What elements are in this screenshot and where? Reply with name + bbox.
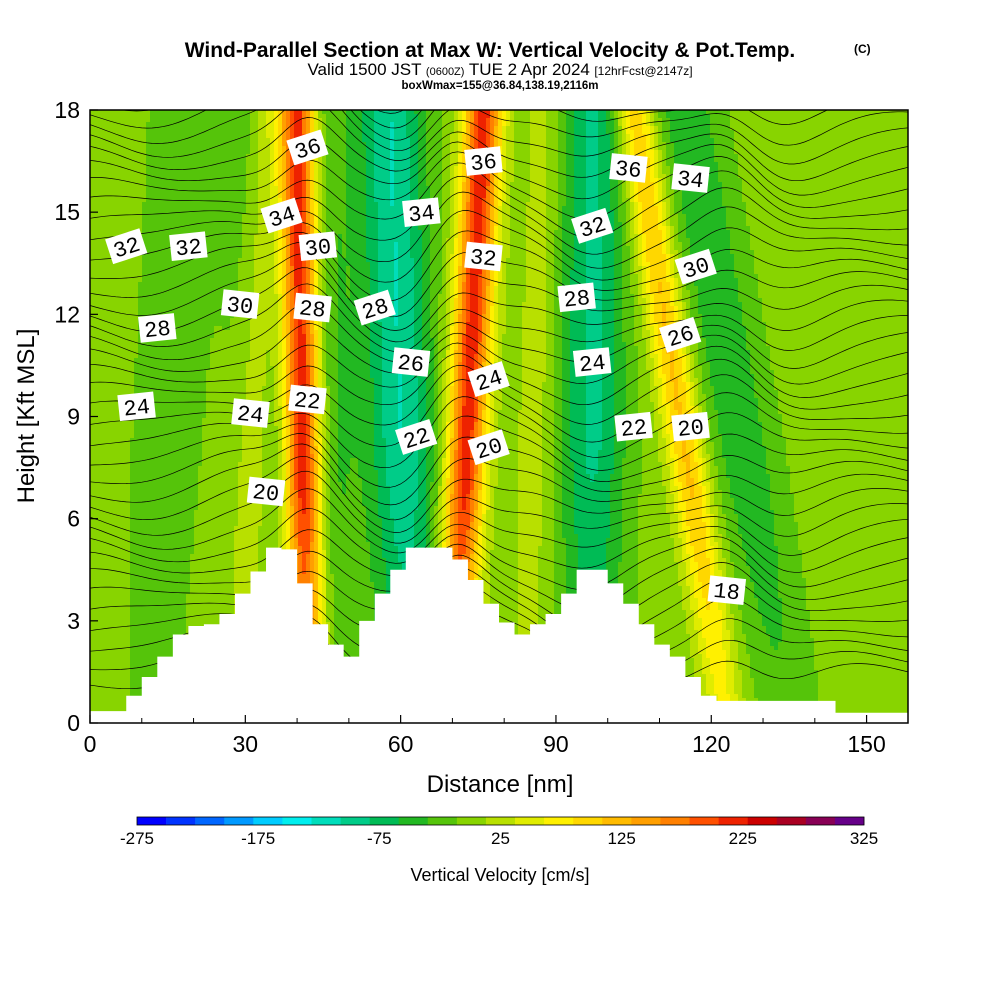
colorbar-swatch bbox=[602, 817, 631, 825]
theta-label: 30 bbox=[299, 231, 338, 263]
theta-label: 22 bbox=[288, 385, 327, 417]
theta-label: 28 bbox=[293, 293, 332, 325]
colorbar-swatch bbox=[660, 817, 689, 825]
colorbar-swatch bbox=[399, 817, 428, 825]
chart-subtitle: boxWmax=155@36.84,138.19,2116m bbox=[402, 80, 599, 92]
y-tick-label: 3 bbox=[67, 608, 80, 634]
colorbar-swatch bbox=[544, 817, 573, 825]
colorbar-swatch bbox=[370, 817, 399, 825]
theta-label: 22 bbox=[614, 412, 653, 444]
y-axis-label: Height [Kft MSL] bbox=[13, 329, 40, 504]
theta-label: 18 bbox=[707, 575, 746, 607]
colorbar-swatch bbox=[341, 817, 370, 825]
colorbar-tick-label: -275 bbox=[120, 829, 154, 848]
theta-label: 34 bbox=[671, 163, 710, 195]
theta-label: 28 bbox=[138, 313, 177, 345]
colorbar-tick-label: 125 bbox=[607, 829, 635, 848]
colorbar-swatch bbox=[253, 817, 282, 825]
theta-label: 36 bbox=[464, 146, 503, 178]
theta-label: 24 bbox=[117, 391, 156, 423]
valid-time-line: Valid 1500 JST (0600Z) TUE 2 Apr 2024 [1… bbox=[307, 60, 692, 79]
colorbar-tick-label: -175 bbox=[241, 829, 275, 848]
chart-title: Wind-Parallel Section at Max W: Vertical… bbox=[185, 39, 796, 62]
x-tick-label: 60 bbox=[388, 731, 414, 757]
colorbar-tick-label: 225 bbox=[729, 829, 757, 848]
x-tick-label: 150 bbox=[847, 731, 885, 757]
theta-label: 36 bbox=[609, 153, 648, 185]
colorbar-swatch bbox=[195, 817, 224, 825]
colorbar-swatch bbox=[748, 817, 777, 825]
x-tick-label: 0 bbox=[84, 731, 97, 757]
copyright-mark: (C) bbox=[854, 42, 871, 56]
colorbar-swatch bbox=[835, 817, 864, 825]
valid-date: TUE 2 Apr 2024 bbox=[469, 60, 590, 79]
theta-label: 20 bbox=[671, 412, 710, 444]
colorbar-swatch bbox=[719, 817, 748, 825]
colorbar-tick-label: 25 bbox=[491, 829, 510, 848]
colorbar-label: Vertical Velocity [cm/s] bbox=[410, 865, 589, 885]
colorbar-swatch bbox=[428, 817, 457, 825]
theta-label: 24 bbox=[231, 398, 270, 430]
cross-section-chart: Wind-Parallel Section at Max W: Vertical… bbox=[0, 0, 1000, 1000]
colorbar: -275 -175 -75 25 125 225 325 bbox=[120, 817, 878, 848]
valid-prefix: Valid 1500 JST bbox=[307, 60, 421, 79]
theta-label: 24 bbox=[573, 347, 612, 379]
colorbar-swatch bbox=[573, 817, 602, 825]
x-axis-label: Distance [nm] bbox=[427, 771, 574, 798]
y-tick-label: 18 bbox=[54, 97, 80, 123]
colorbar-tick-label: 325 bbox=[850, 829, 878, 848]
colorbar-swatch bbox=[457, 817, 486, 825]
y-tick-label: 6 bbox=[67, 506, 80, 532]
theta-label: 32 bbox=[464, 242, 503, 274]
y-tick-label: 15 bbox=[54, 199, 80, 225]
colorbar-swatch bbox=[690, 817, 719, 825]
colorbar-swatch bbox=[224, 817, 253, 825]
y-tick-label: 0 bbox=[67, 710, 80, 736]
colorbar-swatch bbox=[282, 817, 311, 825]
colorbar-swatch bbox=[515, 817, 544, 825]
theta-label: 34 bbox=[402, 197, 441, 229]
theta-label: 32 bbox=[169, 231, 208, 263]
colorbar-swatch bbox=[777, 817, 806, 825]
colorbar-swatch bbox=[486, 817, 515, 825]
colorbar-swatch bbox=[311, 817, 340, 825]
colorbar-tick-label: -75 bbox=[367, 829, 392, 848]
colorbar-swatch bbox=[137, 817, 166, 825]
y-tick-label: 12 bbox=[54, 301, 80, 327]
y-tick-label: 9 bbox=[67, 404, 80, 430]
x-tick-label: 120 bbox=[692, 731, 730, 757]
x-tick-label: 90 bbox=[543, 731, 569, 757]
theta-label: 30 bbox=[221, 289, 260, 321]
theta-label: 26 bbox=[392, 347, 431, 379]
theta-label: 28 bbox=[557, 282, 596, 314]
valid-utc: (0600Z) bbox=[426, 66, 465, 78]
x-tick-label: 30 bbox=[233, 731, 259, 757]
valid-forecast: [12hrFcst@2147z] bbox=[594, 64, 692, 78]
colorbar-swatch bbox=[631, 817, 660, 825]
colorbar-swatch bbox=[806, 817, 835, 825]
theta-label: 20 bbox=[247, 477, 286, 509]
colorbar-swatch bbox=[166, 817, 195, 825]
